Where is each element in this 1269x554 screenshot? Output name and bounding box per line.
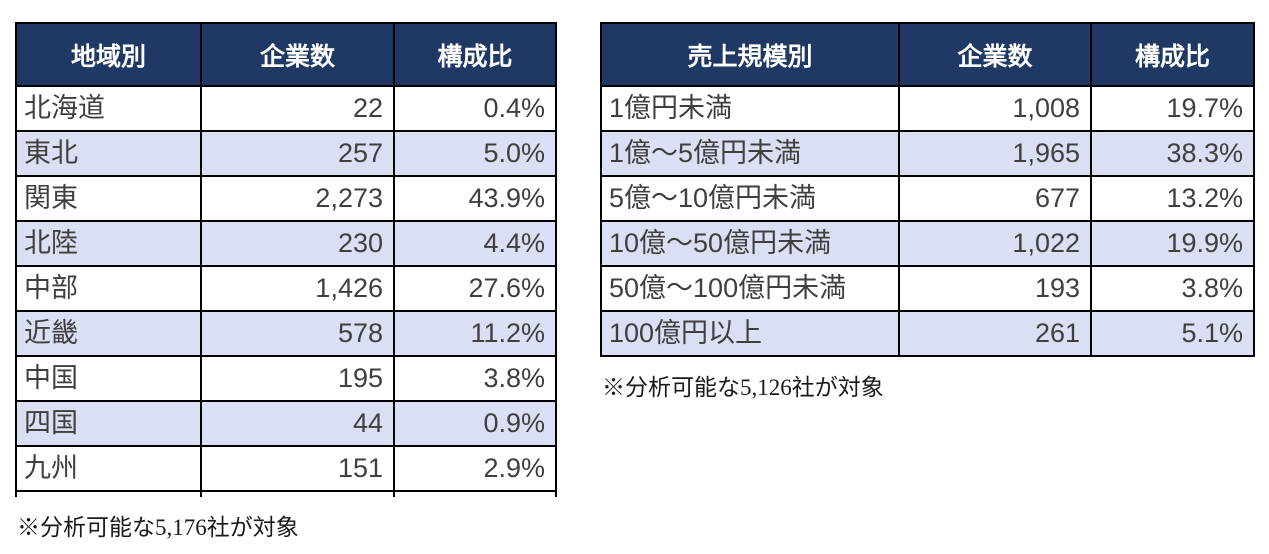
row-label-cell: 近畿 bbox=[15, 310, 202, 357]
table-row: 中部 1,426 27.6% bbox=[15, 265, 557, 312]
table-row: 関東 2,273 43.9% bbox=[15, 175, 557, 222]
value-cell: 1,426 bbox=[200, 265, 395, 312]
row-label-cell: 50億～100億円未満 bbox=[600, 265, 900, 312]
row-label-cell: 九州 bbox=[15, 445, 202, 492]
table-row: 近畿 578 11.2% bbox=[15, 310, 557, 357]
table-row: 北海道 22 0.4% bbox=[15, 85, 557, 132]
region-footnote: ※分析可能な5,176社が対象 bbox=[17, 515, 299, 540]
row-label-cell: 四国 bbox=[15, 400, 202, 447]
value-cell: 1,008 bbox=[898, 85, 1092, 132]
table-row: 北陸 230 4.4% bbox=[15, 220, 557, 267]
value-cell: 5.1% bbox=[1090, 310, 1255, 357]
table-row: 四国 44 0.9% bbox=[15, 400, 557, 447]
table-row: 九州 151 2.9% bbox=[15, 445, 557, 492]
table-row: 100億円以上 261 5.1% bbox=[600, 310, 1255, 357]
value-cell: 257 bbox=[200, 130, 395, 177]
value-cell: 19.9% bbox=[1090, 220, 1255, 267]
value-cell: 27.6% bbox=[393, 265, 557, 312]
value-cell: 677 bbox=[898, 175, 1092, 222]
value-cell: 43.9% bbox=[393, 175, 557, 222]
value-cell: 2.9% bbox=[393, 445, 557, 492]
table-row: 5億～10億円未満 677 13.2% bbox=[600, 175, 1255, 222]
share-column-header: 構成比 bbox=[1090, 22, 1255, 87]
value-cell: 1,022 bbox=[898, 220, 1092, 267]
value-cell: 0.4% bbox=[393, 85, 557, 132]
row-label-cell: 関東 bbox=[15, 175, 202, 222]
value-cell: 38.3% bbox=[1090, 130, 1255, 177]
table-row: 50億～100億円未満 193 3.8% bbox=[600, 265, 1255, 312]
row-label-cell: 中国 bbox=[15, 355, 202, 402]
value-cell: 11.2% bbox=[393, 310, 557, 357]
companies-column-header: 企業数 bbox=[898, 22, 1092, 87]
sales-scale-footnote: ※分析可能な5,126社が対象 bbox=[602, 375, 884, 400]
value-cell: 193 bbox=[898, 265, 1092, 312]
share-column-header: 構成比 bbox=[393, 22, 557, 87]
value-cell: 3.8% bbox=[1090, 265, 1255, 312]
region-header-row: 地域別 企業数 構成比 bbox=[15, 22, 557, 87]
value-cell: 22 bbox=[200, 85, 395, 132]
sales-scale-header-row: 売上規模別 企業数 構成比 bbox=[600, 22, 1255, 87]
row-label-cell: 100億円以上 bbox=[600, 310, 900, 357]
value-cell: 4.4% bbox=[393, 220, 557, 267]
row-label-cell: 中部 bbox=[15, 265, 202, 312]
value-cell: 19.7% bbox=[1090, 85, 1255, 132]
value-cell: 44 bbox=[200, 400, 395, 447]
table-row: 中国 195 3.8% bbox=[15, 355, 557, 402]
sales-scale-column-header: 売上規模別 bbox=[600, 22, 900, 87]
value-cell: 2,273 bbox=[200, 175, 395, 222]
row-label-cell: 北陸 bbox=[15, 220, 202, 267]
row-label-cell: 1億円未満 bbox=[600, 85, 900, 132]
value-cell: 578 bbox=[200, 310, 395, 357]
value-cell: 1,965 bbox=[898, 130, 1092, 177]
value-cell: 151 bbox=[200, 445, 395, 492]
border-stub-row bbox=[15, 490, 557, 497]
table-row: 1億～5億円未満 1,965 38.3% bbox=[600, 130, 1255, 177]
row-label-cell: 5億～10億円未満 bbox=[600, 175, 900, 222]
value-cell: 0.9% bbox=[393, 400, 557, 447]
value-cell: 261 bbox=[898, 310, 1092, 357]
sales-scale-table-section: 売上規模別 企業数 構成比 1億円未満 1,008 19.7% 1億～5億円未満 1,9… bbox=[600, 22, 1255, 402]
companies-column-header: 企業数 bbox=[200, 22, 395, 87]
table-row: 1億円未満 1,008 19.7% bbox=[600, 85, 1255, 132]
region-table-border-stub bbox=[15, 490, 557, 497]
region-table-section: 地域別 企業数 構成比 北海道 22 0.4% 東北 257 5.0% 関東 2,273 43.… bbox=[15, 22, 557, 542]
region-table: 地域別 企業数 構成比 北海道 22 0.4% 東北 257 5.0% 関東 2,273 43.… bbox=[15, 22, 557, 497]
value-cell: 3.8% bbox=[393, 355, 557, 402]
value-cell: 195 bbox=[200, 355, 395, 402]
sales-scale-table: 売上規模別 企業数 構成比 1億円未満 1,008 19.7% 1億～5億円未満 1,9… bbox=[600, 22, 1255, 357]
table-row: 10億～50億円未満 1,022 19.9% bbox=[600, 220, 1255, 267]
row-label-cell: 1億～5億円未満 bbox=[600, 130, 900, 177]
table-row: 東北 257 5.0% bbox=[15, 130, 557, 177]
region-column-header: 地域別 bbox=[15, 22, 202, 87]
row-label-cell: 東北 bbox=[15, 130, 202, 177]
row-label-cell: 10億～50億円未満 bbox=[600, 220, 900, 267]
sales-scale-table-body: 1億円未満 1,008 19.7% 1億～5億円未満 1,965 38.3% 5億～10億円… bbox=[600, 85, 1255, 357]
value-cell: 13.2% bbox=[1090, 175, 1255, 222]
region-table-body: 北海道 22 0.4% 東北 257 5.0% 関東 2,273 43.9% 北陸 230 4.4% 中… bbox=[15, 85, 557, 492]
value-cell: 230 bbox=[200, 220, 395, 267]
value-cell: 5.0% bbox=[393, 130, 557, 177]
row-label-cell: 北海道 bbox=[15, 85, 202, 132]
